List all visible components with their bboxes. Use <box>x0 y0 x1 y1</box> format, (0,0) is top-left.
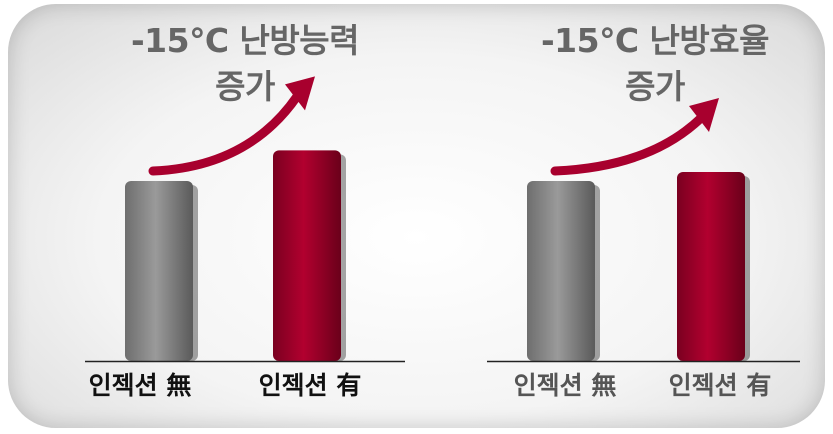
category-label-with-injection: 인젝션 有 <box>258 371 362 400</box>
bar-chart <box>85 76 405 363</box>
bar-chart <box>487 98 800 363</box>
chart-title: -15℃ 난방능력 <box>130 21 360 60</box>
category-label-with-injection: 인젝션 有 <box>668 371 772 400</box>
category-label-without-injection: 인젝션 無 <box>513 371 617 400</box>
chart-panel-heating-capacity: -15℃ 난방능력 증가 인젝션 無 인젝션 有 <box>45 0 445 434</box>
category-label-without-injection: 인젝션 無 <box>88 371 192 400</box>
increase-arrow-icon <box>550 98 719 176</box>
bar-without-injection <box>527 181 595 361</box>
increase-arrow-icon <box>148 76 315 176</box>
bar-with-injection <box>677 172 745 361</box>
bar-with-injection <box>273 150 341 361</box>
bar-without-injection <box>125 181 193 361</box>
chart-subtitle: 증가 <box>215 67 275 106</box>
chart-panel-heating-efficiency: -15℃ 난방효율 증가 인젝션 無 인젝션 有 <box>455 0 833 434</box>
chart-subtitle: 증가 <box>625 67 685 106</box>
chart-title: -15℃ 난방효율 <box>540 21 770 60</box>
